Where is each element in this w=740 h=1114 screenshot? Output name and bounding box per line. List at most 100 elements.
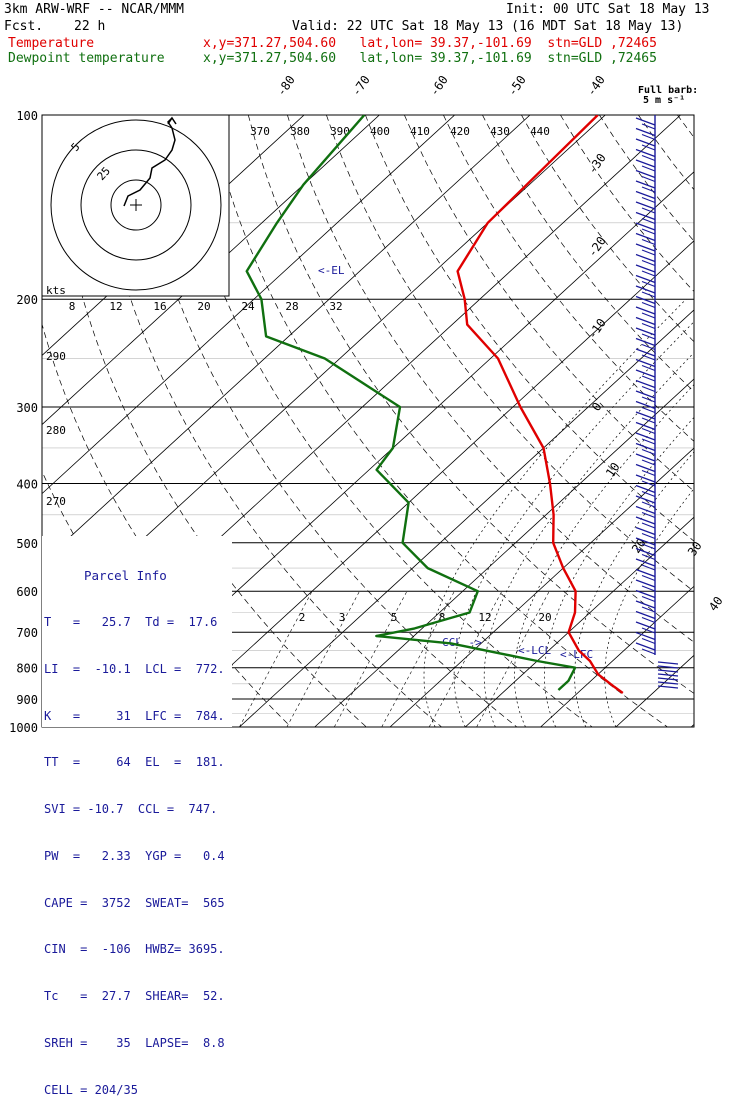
pressure-tick-label: 1000	[9, 721, 38, 735]
hodograph-unit: kts	[46, 284, 66, 297]
sounding-curves	[247, 115, 623, 693]
parcel-row: K = 31 LFC = 784.	[44, 709, 232, 725]
wind-barb	[636, 339, 655, 346]
wind-barb	[658, 686, 678, 688]
parcel-row: PW = 2.33 YGP = 0.4	[44, 849, 232, 865]
wind-barb	[636, 496, 655, 503]
mixing-ratio-label: 20	[538, 611, 551, 624]
wind-barb	[636, 129, 655, 136]
wind-barb	[636, 213, 655, 220]
isotherm-label: 10	[603, 460, 623, 480]
isotherm-label: -50	[505, 73, 529, 99]
wind-barb	[636, 507, 655, 514]
dry-adiabat	[443, 115, 740, 727]
isotherm-label: -80	[274, 73, 298, 99]
mixing-ratio-label: 12	[478, 611, 491, 624]
pressure-tick-label: 800	[16, 662, 38, 676]
theta-label: 430	[490, 125, 510, 138]
wind-barb	[636, 381, 655, 388]
mixing-ratio-label: 5	[391, 611, 398, 624]
dry-adiabat	[638, 115, 740, 727]
barb-note-2: 5 m s⁻¹	[643, 94, 685, 108]
dry-adiabat	[521, 115, 740, 727]
theta-label: 400	[370, 125, 390, 138]
wind-barb	[636, 223, 655, 230]
moist-adiabat	[605, 299, 740, 727]
wind-barb	[636, 370, 655, 377]
parcel-row: CIN = -106 HWBZ= 3695.	[44, 942, 232, 958]
isotherm-label: -70	[349, 73, 373, 99]
isotherm-label: -40	[584, 73, 608, 99]
isotherm-label: -20	[585, 234, 609, 260]
parcel-row: SVI = -10.7 CCL = 747.	[44, 802, 232, 818]
mixing-ratio-label: 24	[241, 300, 255, 313]
wind-barb	[636, 465, 655, 472]
wind-barb	[636, 391, 655, 398]
parcel-info-panel: Parcel Info T = 25.7 Td = 17.6 LI = -10.…	[44, 537, 232, 737]
dewpoint-curve	[247, 115, 575, 690]
dry-adiabat	[248, 115, 740, 727]
isotherm-label: -60	[427, 73, 451, 99]
dry-adiabat	[716, 115, 740, 727]
wind-barb	[636, 202, 655, 209]
wind-barb	[636, 318, 655, 325]
wind-barb	[636, 517, 655, 524]
pressure-tick-label: 300	[16, 401, 38, 415]
wind-barb	[636, 622, 655, 629]
wind-barb	[636, 412, 655, 419]
parcel-level-marker: <-EL	[318, 264, 345, 277]
wind-barb	[636, 601, 655, 608]
moist-adiabat	[575, 299, 740, 727]
dry-adiabat	[482, 115, 740, 727]
dry-adiabat	[365, 115, 740, 727]
wind-barb	[636, 360, 655, 367]
height-label: 270	[46, 495, 66, 508]
parcel-row: TT = 64 EL = 181.	[44, 755, 232, 771]
wind-barb	[636, 528, 655, 535]
dry-adiabat	[209, 115, 667, 727]
parcel-row: Tc = 27.7 SHEAR= 52.	[44, 989, 232, 1005]
wind-barb	[636, 475, 655, 482]
parcel-level-marker: <-LCL	[518, 644, 551, 657]
isotherm-label: 0	[589, 400, 605, 414]
isotherm-label: 40	[706, 594, 726, 614]
theta-label: 370	[250, 125, 270, 138]
wind-barb	[636, 192, 655, 199]
pressure-tick-label: 100	[16, 109, 38, 123]
mixing-ratio-label: 16	[153, 300, 166, 313]
mixing-ratio-label: 3	[339, 611, 346, 624]
parcel-row: CELL = 204/35	[44, 1083, 232, 1099]
isotherm-label: -30	[585, 151, 609, 177]
wind-barb	[636, 139, 655, 146]
mixing-ratio-label: 2	[299, 611, 306, 624]
parcel-row: CAPE = 3752 SWEAT= 565	[44, 896, 232, 912]
dry-adiabat	[677, 115, 740, 727]
pressure-tick-label: 500	[16, 537, 38, 551]
wind-barb	[636, 444, 655, 451]
mixing-ratio-label: 12	[109, 300, 122, 313]
wind-barb	[658, 670, 678, 672]
mixing-ratio-label: 8	[69, 300, 76, 313]
parcel-title: Parcel Info	[84, 568, 232, 584]
theta-label: 380	[290, 125, 310, 138]
pressure-tick-label: 200	[16, 293, 38, 307]
wind-barb	[636, 234, 655, 241]
theta-label: 410	[410, 125, 430, 138]
moist-adiabat	[454, 299, 716, 727]
isotherm	[616, 115, 740, 727]
theta-label: 420	[450, 125, 470, 138]
wind-barb	[636, 265, 655, 272]
pressure-tick-label: 900	[16, 693, 38, 707]
wind-barb	[636, 570, 655, 577]
wind-barb	[636, 171, 655, 178]
wind-barb	[636, 433, 655, 440]
moist-adiabat	[484, 299, 740, 727]
wind-barb	[636, 559, 655, 566]
dry-adiabat	[599, 115, 740, 727]
wind-barb	[636, 633, 655, 640]
wind-barb	[636, 454, 655, 461]
wind-barb	[636, 328, 655, 335]
wind-barb	[636, 160, 655, 167]
parcel-row: LI = -10.1 LCL = 772.	[44, 662, 232, 678]
wind-barb	[658, 662, 678, 664]
